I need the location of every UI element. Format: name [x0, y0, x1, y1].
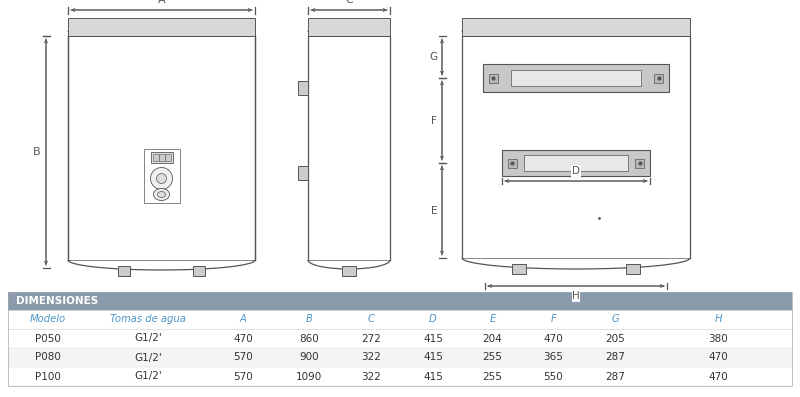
Text: 570: 570	[233, 372, 253, 382]
Bar	[298, 166, 308, 180]
Text: B: B	[306, 314, 313, 324]
Text: 470: 470	[233, 333, 253, 343]
Bar	[118, 266, 130, 276]
Text: 205: 205	[605, 333, 625, 343]
Text: 415: 415	[423, 353, 443, 362]
Text: 287: 287	[605, 372, 625, 382]
Ellipse shape	[158, 191, 166, 197]
Text: 1090: 1090	[296, 372, 322, 382]
Text: 900: 900	[299, 353, 319, 362]
Text: 255: 255	[482, 353, 502, 362]
Bar	[298, 81, 308, 95]
Text: Modelo: Modelo	[30, 314, 66, 324]
Text: H: H	[572, 291, 580, 301]
Text: 470: 470	[544, 333, 563, 343]
Text: E: E	[430, 206, 437, 216]
Bar	[8, 329, 792, 348]
Bar	[8, 292, 792, 310]
Ellipse shape	[545, 157, 607, 169]
Text: F: F	[550, 314, 556, 324]
Text: G1/2': G1/2'	[134, 372, 162, 382]
Text: 860: 860	[299, 333, 319, 343]
Bar	[342, 266, 356, 276]
Bar	[193, 266, 205, 276]
Bar	[502, 150, 650, 176]
Text: G1/2': G1/2'	[134, 353, 162, 362]
Text: H: H	[714, 314, 722, 324]
Text: G1/2': G1/2'	[134, 333, 162, 343]
Bar	[165, 154, 170, 160]
Text: P050: P050	[35, 333, 61, 343]
Text: 204: 204	[482, 333, 502, 343]
Text: D: D	[572, 166, 580, 176]
Bar	[489, 73, 498, 83]
Text: B: B	[34, 147, 41, 157]
Text: P100: P100	[35, 372, 61, 382]
Text: A: A	[239, 314, 246, 324]
Text: Tomas de agua: Tomas de agua	[110, 314, 186, 324]
Text: E: E	[490, 314, 496, 324]
Text: D: D	[429, 314, 437, 324]
Bar	[143, 148, 179, 202]
Text: 365: 365	[543, 353, 563, 362]
Bar	[510, 69, 642, 87]
Bar	[482, 64, 670, 92]
Text: 570: 570	[233, 353, 253, 362]
Text: F: F	[431, 116, 437, 125]
Bar	[150, 152, 173, 162]
Text: 415: 415	[423, 372, 443, 382]
Bar	[626, 264, 640, 274]
Text: 380: 380	[709, 333, 728, 343]
Text: 287: 287	[605, 353, 625, 362]
Circle shape	[150, 168, 173, 189]
Text: A: A	[158, 0, 166, 5]
Text: C: C	[368, 314, 375, 324]
Bar	[462, 18, 690, 36]
Bar	[158, 154, 165, 160]
Text: G: G	[611, 314, 619, 324]
Bar	[512, 264, 526, 274]
Text: 550: 550	[544, 372, 563, 382]
Ellipse shape	[154, 189, 170, 200]
Text: 322: 322	[362, 372, 382, 382]
Bar	[8, 292, 792, 386]
Text: 272: 272	[362, 333, 382, 343]
Text: 470: 470	[709, 353, 728, 362]
Text: 415: 415	[423, 333, 443, 343]
Bar	[635, 158, 644, 168]
Bar	[8, 348, 792, 367]
Bar	[508, 158, 517, 168]
Circle shape	[157, 173, 166, 183]
Text: G: G	[429, 52, 437, 62]
Ellipse shape	[538, 72, 614, 84]
Bar	[68, 18, 255, 36]
Bar	[153, 154, 158, 160]
Text: DIMENSIONES: DIMENSIONES	[16, 296, 98, 306]
Text: 255: 255	[482, 372, 502, 382]
Text: 322: 322	[362, 353, 382, 362]
Text: P080: P080	[35, 353, 61, 362]
Bar	[308, 18, 390, 36]
Text: 470: 470	[709, 372, 728, 382]
Bar	[654, 73, 663, 83]
Bar	[524, 155, 628, 171]
Bar	[8, 367, 792, 386]
Text: C: C	[345, 0, 353, 5]
